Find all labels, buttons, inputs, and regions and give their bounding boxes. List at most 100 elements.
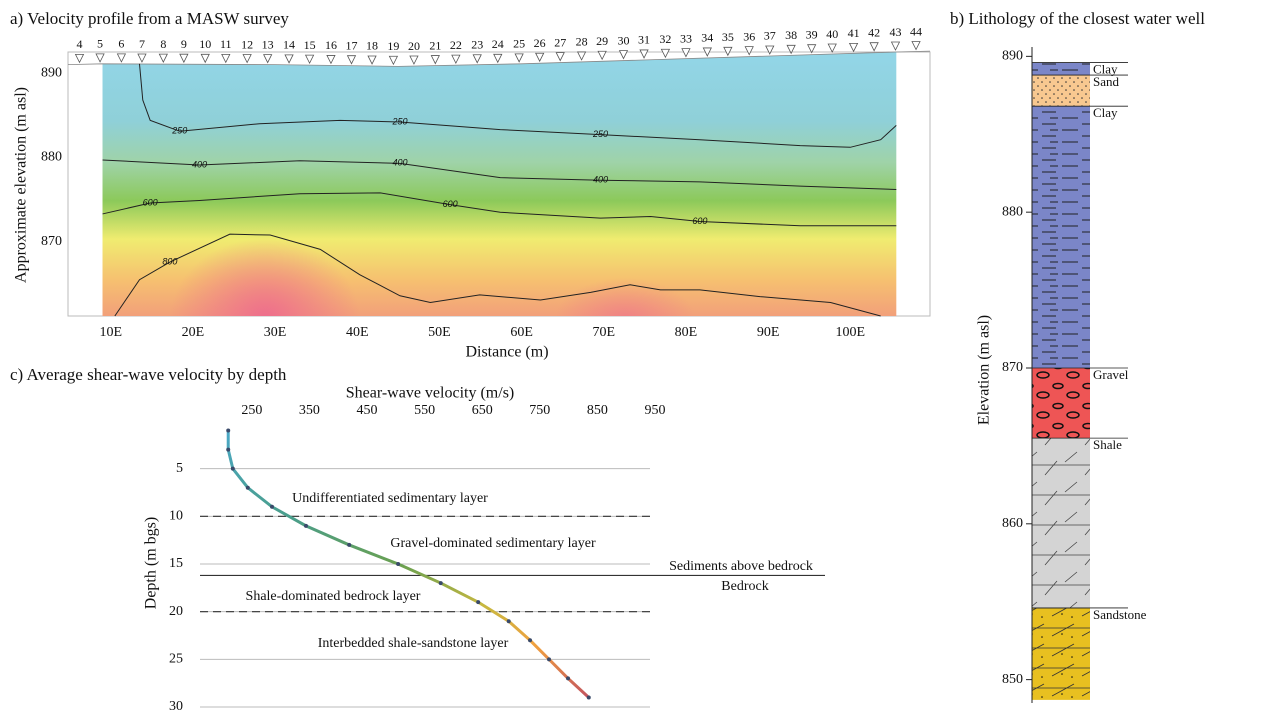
contour-label: 250 — [592, 129, 608, 139]
station-label: 16 — [325, 38, 337, 52]
station-label: 24 — [492, 37, 504, 51]
station-label: 14 — [283, 38, 295, 52]
contour-label: 250 — [171, 126, 187, 136]
figure: a) Velocity profile from a MASW survey45… — [0, 0, 1270, 713]
station-marker — [912, 42, 920, 50]
y-tick-label: 10 — [169, 509, 183, 524]
annotation: Bedrock — [721, 579, 768, 594]
layer-pattern — [1032, 75, 1090, 106]
data-point — [231, 467, 235, 471]
layer-pattern — [1032, 438, 1090, 608]
station-marker — [870, 43, 878, 51]
y-tick-label: 870 — [1002, 360, 1023, 375]
data-point — [587, 695, 591, 699]
station-marker — [536, 53, 544, 61]
x-tick-label: 550 — [414, 403, 435, 418]
contour-label: 250 — [391, 116, 407, 126]
layer-pattern — [1032, 608, 1090, 700]
station-marker — [640, 50, 648, 58]
y-tick-label: 880 — [1002, 204, 1023, 219]
station-marker — [452, 55, 460, 63]
y-axis-title: Elevation (m asl) — [976, 315, 993, 425]
station-label: 12 — [241, 37, 253, 51]
x-tick-label: 30E — [264, 325, 287, 340]
station-marker — [850, 43, 858, 51]
data-point — [226, 429, 230, 433]
station-label: 43 — [889, 25, 901, 39]
layer-name: Shale — [1093, 437, 1122, 452]
station-marker — [389, 56, 397, 64]
data-point — [439, 581, 443, 585]
station-label: 20 — [408, 39, 420, 53]
station-label: 6 — [118, 37, 124, 51]
data-point — [304, 524, 308, 528]
station-marker — [76, 54, 84, 62]
contour-label: 600 — [143, 197, 158, 207]
station-label: 26 — [534, 36, 546, 50]
station-label: 15 — [304, 38, 316, 52]
x-tick-label: 80E — [675, 325, 698, 340]
x-tick-label: 250 — [241, 403, 262, 418]
station-marker — [347, 56, 355, 64]
x-tick-label: 450 — [357, 403, 378, 418]
station-marker — [556, 53, 564, 61]
station-marker — [515, 54, 523, 62]
panel-title: a) Velocity profile from a MASW survey — [10, 9, 289, 28]
data-point — [396, 562, 400, 566]
y-tick-label: 890 — [1002, 49, 1023, 64]
station-label: 19 — [387, 39, 399, 53]
station-label: 41 — [848, 26, 860, 40]
station-marker — [431, 56, 439, 64]
x-tick-label: 100E — [836, 325, 866, 340]
station-label: 22 — [450, 38, 462, 52]
station-marker — [578, 52, 586, 60]
layer-name: Sandstone — [1093, 607, 1147, 622]
x-tick-label: 650 — [472, 403, 493, 418]
panel-title: c) Average shear-wave velocity by depth — [10, 365, 287, 384]
data-point — [547, 657, 551, 661]
station-label: 5 — [97, 37, 103, 51]
y-tick-label: 860 — [1002, 516, 1023, 531]
station-label: 33 — [680, 31, 692, 45]
station-label: 44 — [910, 24, 922, 38]
data-point — [270, 505, 274, 509]
station-marker — [410, 56, 418, 64]
station-label: 21 — [429, 38, 441, 52]
station-marker — [180, 54, 188, 62]
x-tick-label: 350 — [299, 403, 320, 418]
station-label: 4 — [77, 37, 83, 51]
annotation: Undifferentiated sedimentary layer — [292, 491, 488, 506]
x-tick-label: 50E — [428, 325, 451, 340]
station-label: 27 — [554, 35, 566, 49]
x-tick-label: 950 — [645, 403, 666, 418]
station-label: 35 — [722, 30, 734, 44]
contour-label: 600 — [692, 216, 707, 226]
y-axis-title: Approximate elevation (m asl) — [13, 87, 30, 283]
y-axis-title: Depth (m bgs) — [143, 517, 160, 609]
station-label: 11 — [220, 37, 232, 51]
x-tick-label: 60E — [510, 325, 533, 340]
x-tick-label: 850 — [587, 403, 608, 418]
station-marker — [891, 42, 899, 50]
x-tick-label: 750 — [529, 403, 550, 418]
data-point — [528, 638, 532, 642]
station-label: 8 — [160, 37, 166, 51]
station-label: 39 — [806, 27, 818, 41]
x-tick-label: 70E — [592, 325, 615, 340]
station-label: 42 — [868, 25, 880, 39]
y-tick-label: 20 — [169, 604, 183, 619]
x-axis-title: Distance (m) — [465, 344, 548, 361]
layer-pattern — [1032, 106, 1090, 368]
station-marker — [368, 56, 376, 64]
station-label: 31 — [638, 33, 650, 47]
station-marker — [306, 55, 314, 63]
y-tick-label: 5 — [176, 461, 183, 476]
x-tick-label: 10E — [99, 325, 122, 340]
station-label: 36 — [743, 29, 755, 43]
station-label: 17 — [345, 38, 357, 52]
station-marker — [117, 54, 125, 62]
station-label: 9 — [181, 37, 187, 51]
station-marker — [828, 44, 836, 52]
annotation: Interbedded shale-sandstone layer — [318, 636, 509, 651]
station-label: 7 — [139, 37, 145, 51]
